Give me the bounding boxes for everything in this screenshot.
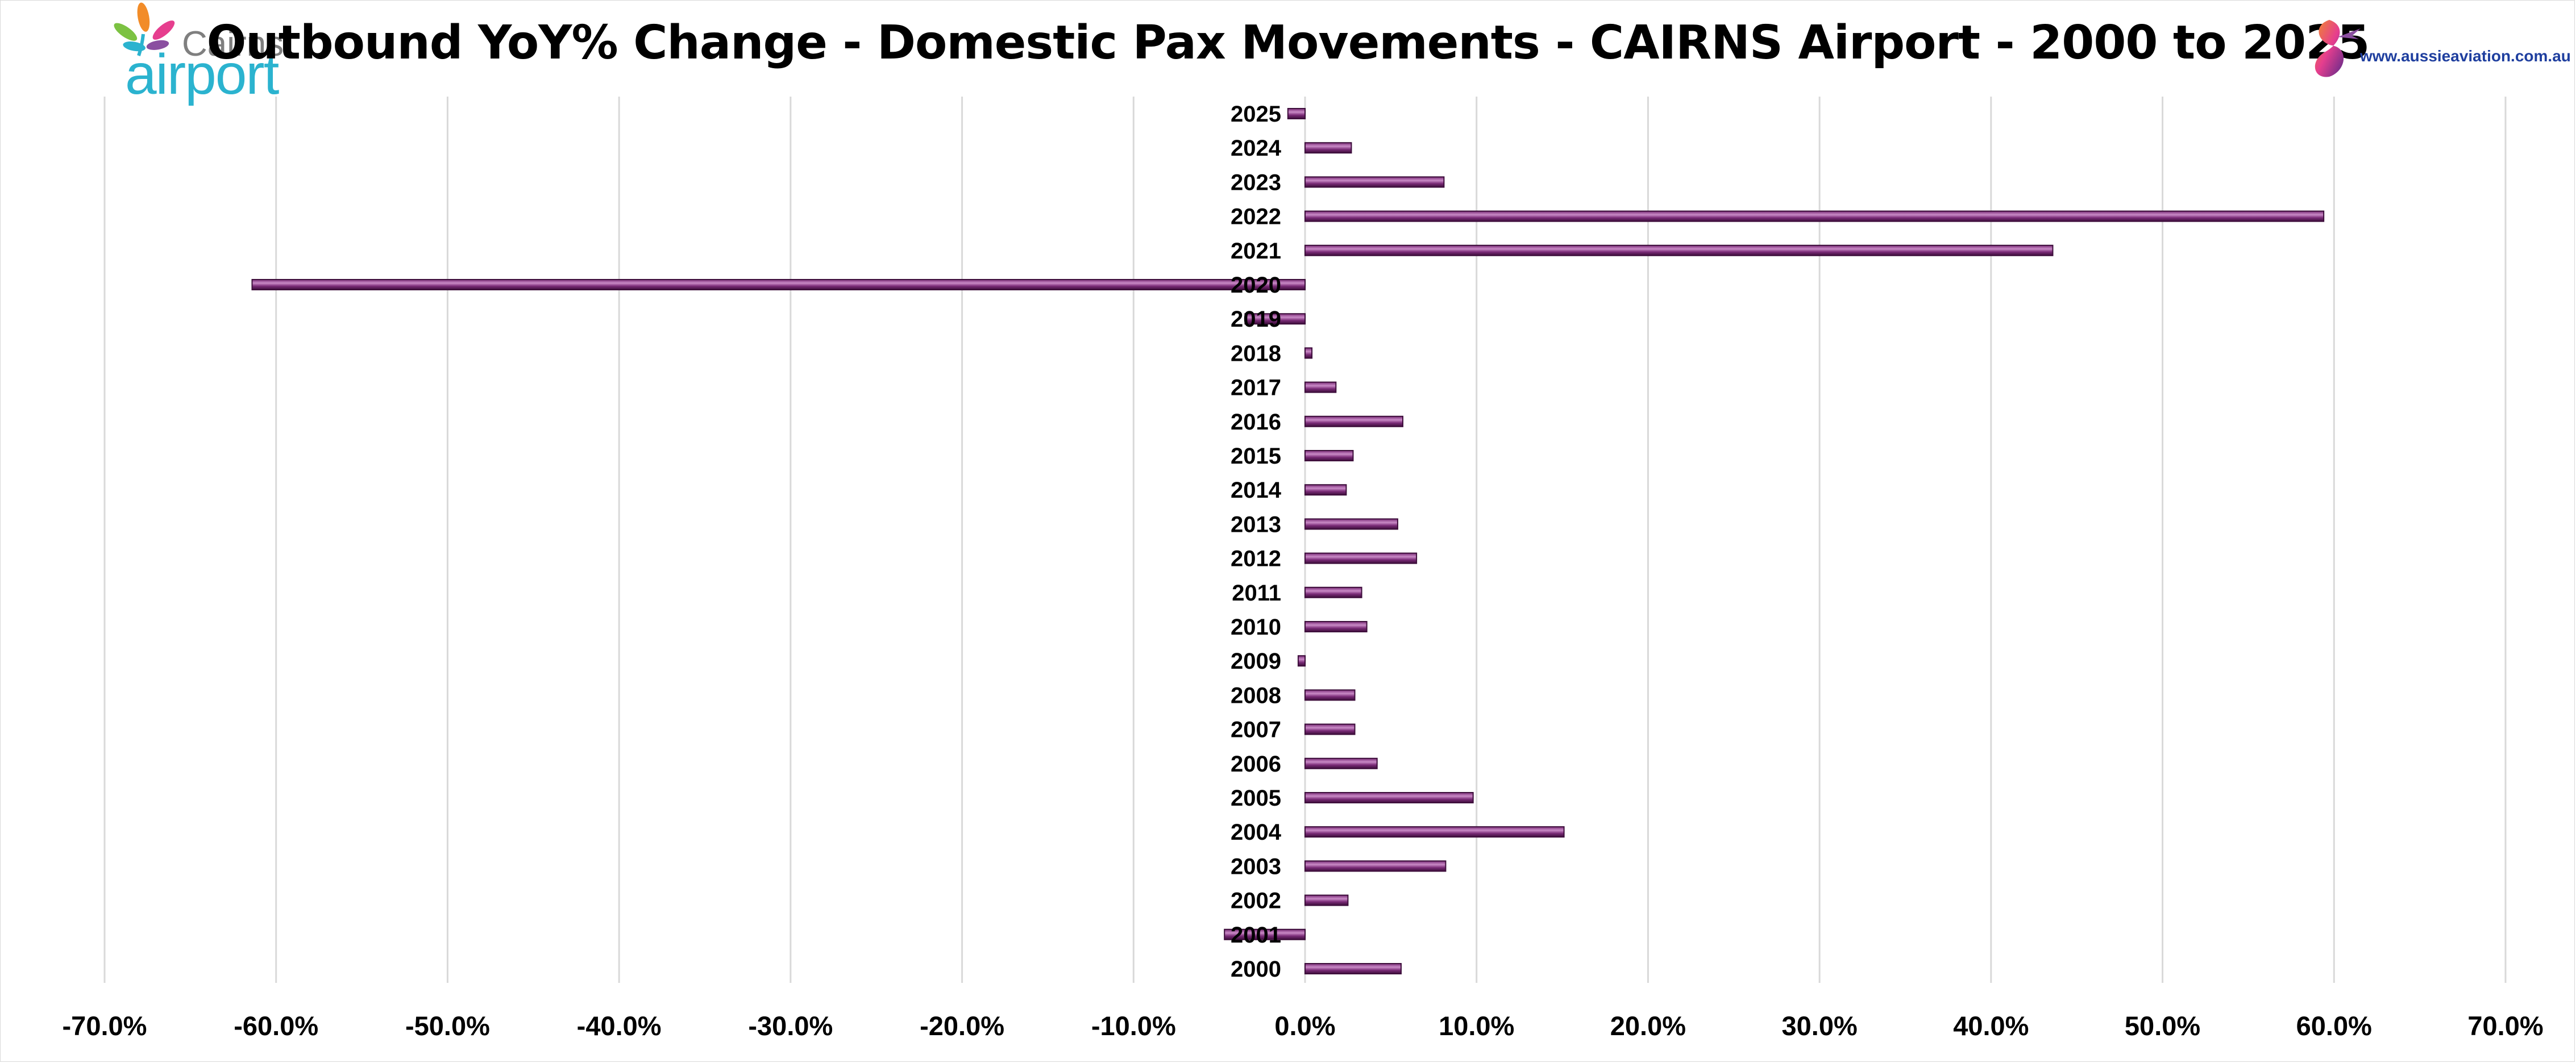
bar	[1304, 826, 1565, 838]
bar	[1304, 894, 1349, 906]
bar	[1304, 142, 1352, 154]
category-label: 2001	[1231, 923, 1281, 948]
logo-text-cairns: Cairns	[182, 24, 284, 64]
cairns-airport-logo: Cairns airport	[102, 0, 284, 106]
category-label: 2020	[1231, 273, 1281, 298]
x-tick-label: -30.0%	[748, 1011, 833, 1041]
category-label: 2023	[1231, 170, 1281, 195]
bars	[251, 108, 2325, 974]
x-tick-label: 60.0%	[2296, 1011, 2372, 1041]
bar	[1304, 244, 2054, 256]
category-label: 2021	[1231, 239, 1281, 264]
gridlines	[103, 97, 2507, 983]
category-label: 2000	[1231, 957, 1281, 982]
category-label: 2010	[1231, 615, 1281, 640]
chart-title: Outbound YoY% Change - Domestic Pax Move…	[206, 16, 2370, 70]
bar	[1304, 415, 1403, 427]
x-tick-label: -60.0%	[234, 1011, 318, 1041]
bar	[1304, 621, 1368, 632]
bar	[1304, 176, 1445, 188]
bar	[1304, 689, 1356, 701]
category-label: 2003	[1231, 854, 1281, 879]
category-label: 2012	[1231, 547, 1281, 572]
x-tick-label: -20.0%	[920, 1011, 1004, 1041]
bar	[1304, 484, 1347, 496]
bar	[1297, 655, 1306, 667]
bar	[1304, 210, 2325, 222]
category-label: 2004	[1231, 820, 1282, 845]
bar	[251, 279, 1306, 290]
bar	[1304, 381, 1337, 393]
category-label: 2014	[1231, 478, 1282, 503]
bar	[1304, 586, 1362, 598]
bar	[1304, 723, 1356, 735]
bar	[1287, 108, 1306, 119]
category-label: 2016	[1231, 410, 1281, 435]
x-tick-label: 40.0%	[1953, 1011, 2029, 1041]
x-tick-label: 30.0%	[1782, 1011, 1858, 1041]
x-tick-label: -70.0%	[63, 1011, 147, 1041]
aussie-aviation-emblem-icon	[2315, 20, 2361, 77]
x-tick-label: 10.0%	[1439, 1011, 1514, 1041]
category-label: 2025	[1231, 102, 1281, 127]
bar	[1304, 963, 1402, 974]
bar	[1304, 450, 1354, 461]
x-tick-label: 50.0%	[2125, 1011, 2200, 1041]
x-axis-tick-labels: -70.0% -60.0% -50.0% -40.0% -30.0% -20.0% -10.…	[63, 1011, 2544, 1041]
x-tick-label: -40.0%	[577, 1011, 662, 1041]
x-tick-label: 70.0%	[2467, 1011, 2543, 1041]
palm-flower-icon	[114, 2, 175, 56]
bar	[1304, 347, 1313, 359]
category-label: 2017	[1231, 376, 1281, 401]
bar	[1304, 757, 1378, 769]
category-label: 2002	[1231, 889, 1281, 914]
bar	[1304, 518, 1398, 530]
bar	[1224, 928, 1306, 940]
category-label: 2015	[1231, 444, 1281, 469]
category-label: 2013	[1231, 512, 1281, 537]
category-label: 2022	[1231, 205, 1281, 230]
x-tick-label: -10.0%	[1091, 1011, 1176, 1041]
category-label: 2018	[1231, 341, 1281, 366]
bar	[1304, 792, 1474, 803]
logo-url-text: www.aussieaviation.com.au	[2360, 47, 2571, 65]
aussie-aviation-logo: www.aussieaviation.com.au	[2307, 14, 2571, 88]
x-tick-label: -50.0%	[405, 1011, 490, 1041]
category-label: 2005	[1231, 786, 1281, 811]
category-labels: 2000 2001 2002 2003 2004 2005 2006 2007 2008 2009…	[1231, 102, 1282, 982]
bar	[1304, 552, 1418, 564]
x-tick-label: 20.0%	[1610, 1011, 1686, 1041]
category-label: 2008	[1231, 683, 1281, 708]
category-label: 2007	[1231, 718, 1281, 743]
category-label: 2009	[1231, 649, 1281, 674]
x-tick-label: 0.0%	[1274, 1011, 1335, 1041]
bar	[1244, 313, 1306, 325]
bar	[1304, 860, 1447, 872]
category-label: 2006	[1231, 752, 1281, 777]
category-label: 2024	[1231, 136, 1282, 161]
category-label: 2011	[1232, 581, 1281, 606]
logo-text-airport: airport	[125, 43, 279, 106]
category-label: 2019	[1231, 307, 1281, 332]
